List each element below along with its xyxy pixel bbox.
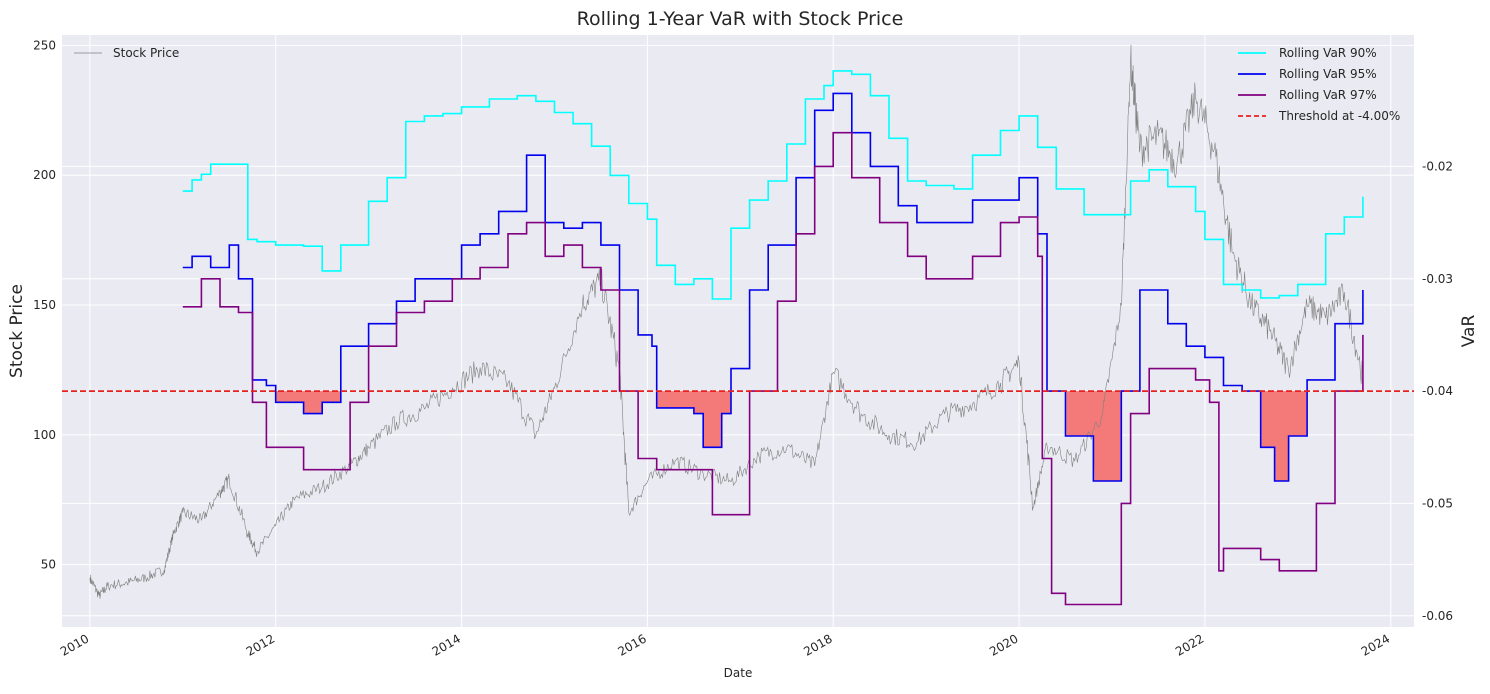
y-left-tick-label-50: 50	[41, 558, 56, 572]
legend-right-label-0: Rolling VaR 90%	[1279, 46, 1377, 60]
y-left-tick-label-200: 200	[33, 168, 56, 182]
legend-right-label-2: Rolling VaR 97%	[1279, 88, 1377, 102]
x-axis-label: Date	[724, 666, 753, 680]
legend-left-label-0: Stock Price	[113, 46, 179, 60]
x-tick-label-2010: 2010	[58, 631, 91, 658]
breach-fill-3	[1261, 391, 1308, 481]
breach-fill-0	[276, 391, 341, 414]
x-tick-label-2018: 2018	[801, 631, 834, 658]
var-series-line-1	[182, 92, 1364, 482]
y-right-tick-label-1: -0.05	[1422, 496, 1453, 510]
y-right-tick-label-3: -0.03	[1422, 272, 1453, 286]
grid-layer	[62, 35, 1414, 627]
y-right-tick-label-2: -0.04	[1422, 384, 1453, 398]
x-tick-label-2012: 2012	[244, 631, 277, 658]
x-tick-label-2016: 2016	[615, 631, 648, 658]
x-tick-label-2020: 2020	[987, 631, 1020, 658]
stock-price-line	[89, 44, 1364, 599]
y-left-tick-label-100: 100	[33, 428, 56, 442]
var-series-layer	[182, 70, 1364, 606]
legend-layer: Stock Price Rolling VaR 90% Rolling VaR 95…	[74, 46, 1400, 123]
legend-right-label-3: Threshold at -4.00%	[1278, 109, 1400, 123]
var-series-line-2	[182, 131, 1364, 606]
x-tick-label-2024: 2024	[1359, 631, 1392, 658]
y-left-tick-label-250: 250	[33, 38, 56, 52]
y-axis-label-right: VaR	[1459, 315, 1479, 348]
y-axis-label-left: Stock Price	[7, 284, 27, 378]
legend-right-label-1: Rolling VaR 95%	[1279, 67, 1377, 81]
stock-price-layer	[89, 44, 1364, 599]
x-tick-label-2014: 2014	[430, 631, 463, 658]
y-left-tick-label-150: 150	[33, 298, 56, 312]
y-right-tick-label-4: -0.02	[1422, 159, 1453, 173]
x-tick-label-2022: 2022	[1173, 631, 1206, 658]
var-series-line-0	[182, 70, 1364, 300]
plot-background	[62, 35, 1414, 627]
chart-title: Rolling 1-Year VaR with Stock Price	[577, 8, 904, 30]
breach-fill-1	[657, 391, 731, 448]
y-right-tick-label-0: -0.06	[1422, 609, 1453, 623]
